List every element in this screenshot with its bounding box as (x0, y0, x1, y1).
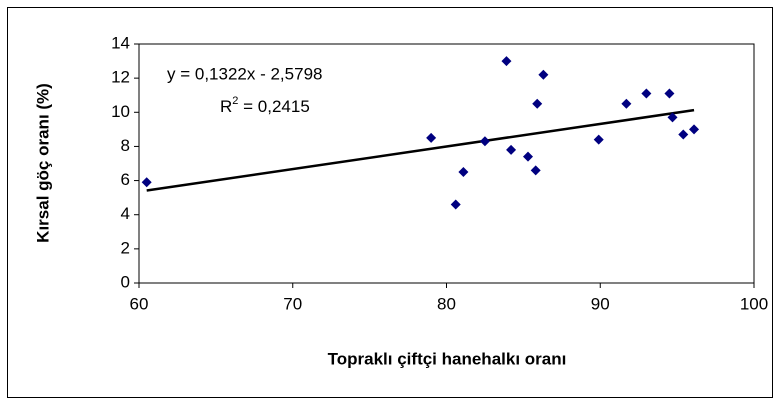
y-axis-label: Kırsal göç oranı (%) (33, 83, 52, 243)
x-tick-label: 60 (130, 294, 149, 313)
trend-equation: y = 0,1322x - 2,5798 (167, 64, 322, 83)
y-tick-label: 12 (111, 68, 130, 87)
point (530, 165, 541, 176)
y-tick-label: 10 (111, 102, 130, 121)
point (458, 167, 469, 178)
x-tick-label: 80 (437, 294, 456, 313)
plot-area (138, 43, 755, 284)
r-squared: R2 = 0,2415 (220, 95, 310, 117)
y-tick-label: 14 (111, 33, 130, 52)
point (641, 88, 652, 99)
r2-value: = 0,2415 (238, 97, 309, 116)
y-tick-label: 2 (121, 238, 130, 257)
point (506, 144, 517, 155)
x-axis-label: Topraklı çiftçi hanehalkı oranı (328, 349, 567, 368)
point (501, 56, 512, 67)
point (479, 136, 490, 147)
point (689, 124, 700, 135)
point (667, 112, 678, 123)
trendline (146, 108, 695, 192)
point (141, 177, 152, 188)
point (678, 129, 689, 140)
point (538, 69, 549, 80)
x-tick-label: 90 (591, 294, 610, 313)
x-tick-label: 100 (740, 294, 768, 313)
r2-label: R (220, 97, 232, 116)
y-tick-label: 4 (121, 204, 130, 223)
point (426, 132, 437, 143)
y-tick-label: 8 (121, 136, 130, 155)
x-tick-label: 70 (283, 294, 302, 313)
y-tick-label: 6 (121, 170, 130, 189)
point (450, 199, 461, 210)
y-tick-label: 0 (121, 272, 130, 291)
point (664, 88, 675, 99)
point (593, 134, 604, 145)
point (522, 151, 533, 162)
r2-sup: 2 (232, 95, 238, 107)
point (532, 98, 543, 109)
point (621, 98, 632, 109)
